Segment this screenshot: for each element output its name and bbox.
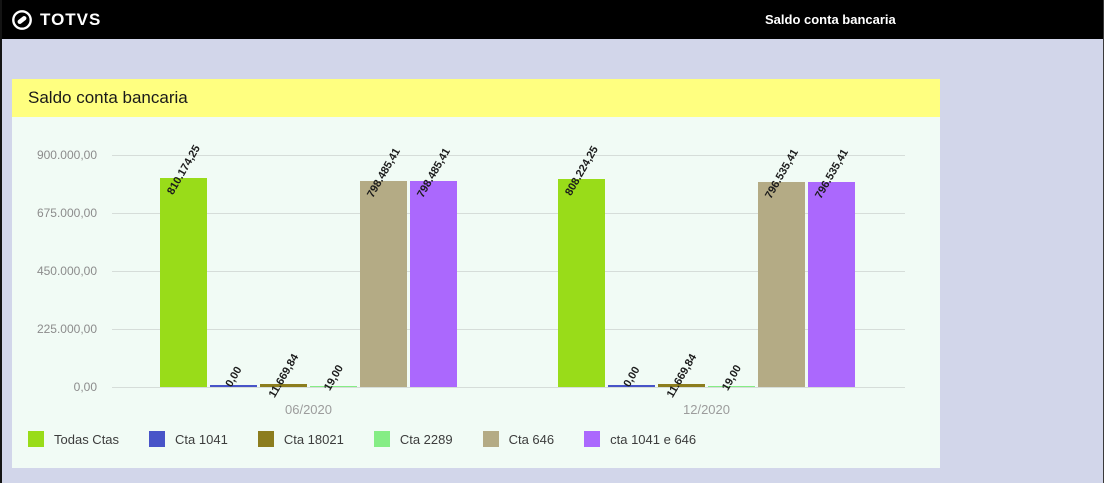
legend-item-cta-2289[interactable]: Cta 2289	[373, 431, 453, 447]
bar-cta-646[interactable]	[758, 181, 805, 387]
legend-item-cta-646[interactable]: Cta 646	[482, 431, 555, 447]
bar-todas-ctas[interactable]	[558, 178, 605, 387]
legend-label: Cta 18021	[283, 431, 344, 447]
bar-value-label: 11.669,84	[266, 352, 301, 400]
bar-cta-2289[interactable]	[708, 386, 755, 387]
chart-legend: Todas Ctas Cta 1041 Cta 18021 Cta 2289 Cta 6…	[28, 431, 696, 447]
brand-name: TOTVS	[40, 9, 102, 29]
bar-cta-2289[interactable]	[310, 386, 357, 387]
panel-title: Saldo conta bancaria	[12, 79, 940, 117]
bar-chart-canvas: 0,00 225.000,00 450.000,00 675.000,00 900.00…	[12, 117, 940, 468]
legend-label: Cta 646	[508, 431, 555, 447]
legend-item-cta-1041[interactable]: Cta 1041	[149, 431, 228, 447]
y-axis-tick-label: 675.000,00	[36, 206, 97, 220]
bar-cta-1041-e-646[interactable]	[808, 181, 855, 387]
bar-todas-ctas[interactable]	[160, 178, 207, 387]
y-axis-tick-label: 225.000,00	[36, 322, 97, 336]
legend-swatch-icon	[149, 431, 166, 447]
gridline	[112, 387, 905, 388]
bar-cta-18021[interactable]	[658, 383, 705, 387]
legend-item-todas-ctas[interactable]: Todas Ctas	[28, 431, 119, 447]
gridline	[112, 329, 905, 330]
gridline	[112, 271, 905, 272]
gridline	[112, 213, 905, 214]
top-bar: TOTVS Saldo conta bancaria	[2, 0, 1103, 39]
legend-swatch-icon	[257, 431, 274, 447]
legend-swatch-icon	[482, 431, 499, 447]
x-axis-category-label: 06/2020	[285, 402, 332, 417]
y-axis-tick-label: 450.000,00	[36, 264, 97, 278]
legend-item-cta-1041-e-646[interactable]: cta 1041 e 646	[584, 431, 696, 447]
y-axis-tick-label: 900.000,00	[36, 148, 97, 162]
bar-cta-1041-e-646[interactable]	[410, 181, 457, 387]
legend-swatch-icon	[373, 431, 390, 447]
legend-label: cta 1041 e 646	[610, 431, 697, 447]
legend-swatch-icon	[28, 431, 44, 447]
legend-item-cta-18021[interactable]: Cta 18021	[257, 431, 344, 447]
gridline	[112, 155, 905, 156]
totvs-logo-icon	[12, 9, 32, 30]
bar-value-label: 11.669,84	[664, 352, 699, 400]
legend-label: Todas Ctas	[54, 431, 120, 447]
legend-swatch-icon	[584, 431, 601, 447]
x-axis-category-label: 12/2020	[683, 402, 730, 417]
bar-value-label: 19,00	[719, 363, 744, 394]
chart-panel: Saldo conta bancaria 0,00 225.000,00 450.0…	[12, 79, 940, 468]
legend-label: Cta 2289	[399, 431, 453, 447]
bar-cta-18021[interactable]	[260, 383, 307, 387]
legend-label: Cta 1041	[175, 431, 228, 447]
topbar-page-title: Saldo conta bancaria	[765, 12, 896, 27]
bar-cta-646[interactable]	[360, 181, 407, 387]
y-axis-tick-label: 0,00	[73, 380, 97, 394]
bar-cta-1041[interactable]	[210, 385, 257, 387]
bar-cta-1041[interactable]	[608, 385, 655, 387]
bar-value-label: 19,00	[321, 363, 346, 394]
